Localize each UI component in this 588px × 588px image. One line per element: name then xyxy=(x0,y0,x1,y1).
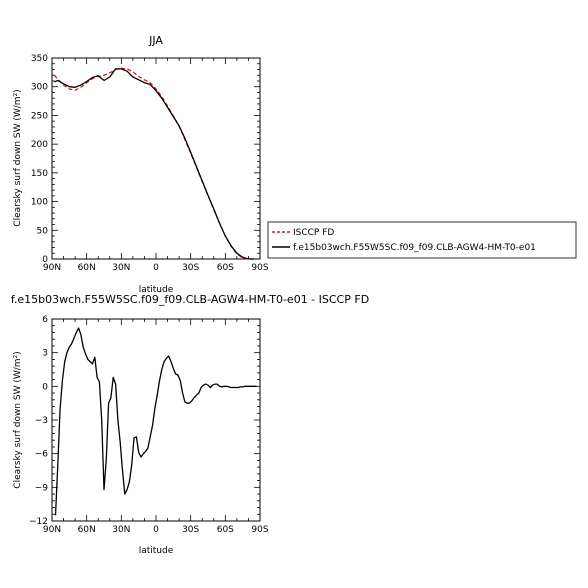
top-x-tick-label: 90N xyxy=(43,263,61,273)
bottom-x-tick-label: 90N xyxy=(43,525,61,535)
bottom-x-tick-label: 0 xyxy=(153,525,159,535)
top-x-tick-label: 0 xyxy=(153,263,159,273)
bottom-y-tick-label: −9 xyxy=(35,483,49,493)
top-y-axis-label: Clearsky surf down SW (W/m²) xyxy=(13,89,23,226)
bottom-x-tick-label: 30S xyxy=(182,525,199,535)
top-chart-title: JJA xyxy=(148,34,163,47)
bottom-y-tick-label: −6 xyxy=(35,450,49,460)
top-y-tick-label: 300 xyxy=(31,83,48,93)
top-series xyxy=(53,67,255,260)
legend-box xyxy=(267,221,577,259)
bottom-y-tick-label: 3 xyxy=(42,349,48,359)
top-x-tick-label: 60N xyxy=(78,263,96,273)
top-series-line-0 xyxy=(53,67,255,260)
top-y-tick-label: 150 xyxy=(31,169,48,179)
top-x-tick-label: 90S xyxy=(251,263,268,273)
bottom-x-axis-label: latitude xyxy=(139,546,174,556)
bottom-y-tick-label: 0 xyxy=(42,382,48,392)
top-x-axis-label: latitude xyxy=(139,285,174,295)
top-y-tick-label: 100 xyxy=(31,198,48,208)
bottom-x-tick-label: 60N xyxy=(78,525,96,535)
top-chart: JJA 90N 60N 30N 0 30S 60S 90S 0 50 100 150 200 250 30… xyxy=(13,34,269,295)
bottom-y-tick-label: −3 xyxy=(35,416,48,426)
legend: ISCCP FD f.e15b03wch.F55W5SC.f09_f09.CLB… xyxy=(267,221,577,259)
bottom-x-tick-label: 30N xyxy=(112,525,130,535)
bottom-y-axis-label: Clearsky surf down SW (W/m²) xyxy=(13,351,23,488)
bottom-series-line-0 xyxy=(54,327,257,516)
top-x-tick-label: 30S xyxy=(182,263,199,273)
bottom-series xyxy=(54,327,257,516)
bottom-y-tick-label: −12 xyxy=(29,517,48,527)
bottom-y-tick-label: 6 xyxy=(42,315,48,325)
bottom-plot-frame xyxy=(51,318,261,522)
legend-label-isccp: ISCCP FD xyxy=(293,228,334,238)
bottom-x-tick-label: 90S xyxy=(251,525,268,535)
top-y-tick-label: 50 xyxy=(37,226,49,236)
bottom-ticks: 90N 60N 30N 0 30S 60S 90S −12 −9 −6 −3 0 3 6 xyxy=(29,315,269,535)
bottom-x-tick-label: 60S xyxy=(217,525,234,535)
legend-label-model: f.e15b03wch.F55W5SC.f09_f09.CLB-AGW4-HM-… xyxy=(293,243,536,253)
bottom-chart-title: f.e15b03wch.F55W5SC.f09_f09.CLB-AGW4-HM-… xyxy=(11,293,369,306)
top-y-tick-label: 350 xyxy=(31,54,48,64)
top-series-line-1 xyxy=(54,68,255,260)
bottom-chart: f.e15b03wch.F55W5SC.f09_f09.CLB-AGW4-HM-… xyxy=(11,293,369,556)
top-y-tick-label: 200 xyxy=(31,140,48,150)
top-x-tick-label: 60S xyxy=(217,263,234,273)
top-ticks: 90N 60N 30N 0 30S 60S 90S 0 50 100 150 200 250 300 350 xyxy=(31,54,269,273)
top-y-tick-label: 250 xyxy=(31,111,48,121)
top-x-tick-label: 30N xyxy=(112,263,130,273)
top-y-tick-label: 0 xyxy=(42,255,48,265)
